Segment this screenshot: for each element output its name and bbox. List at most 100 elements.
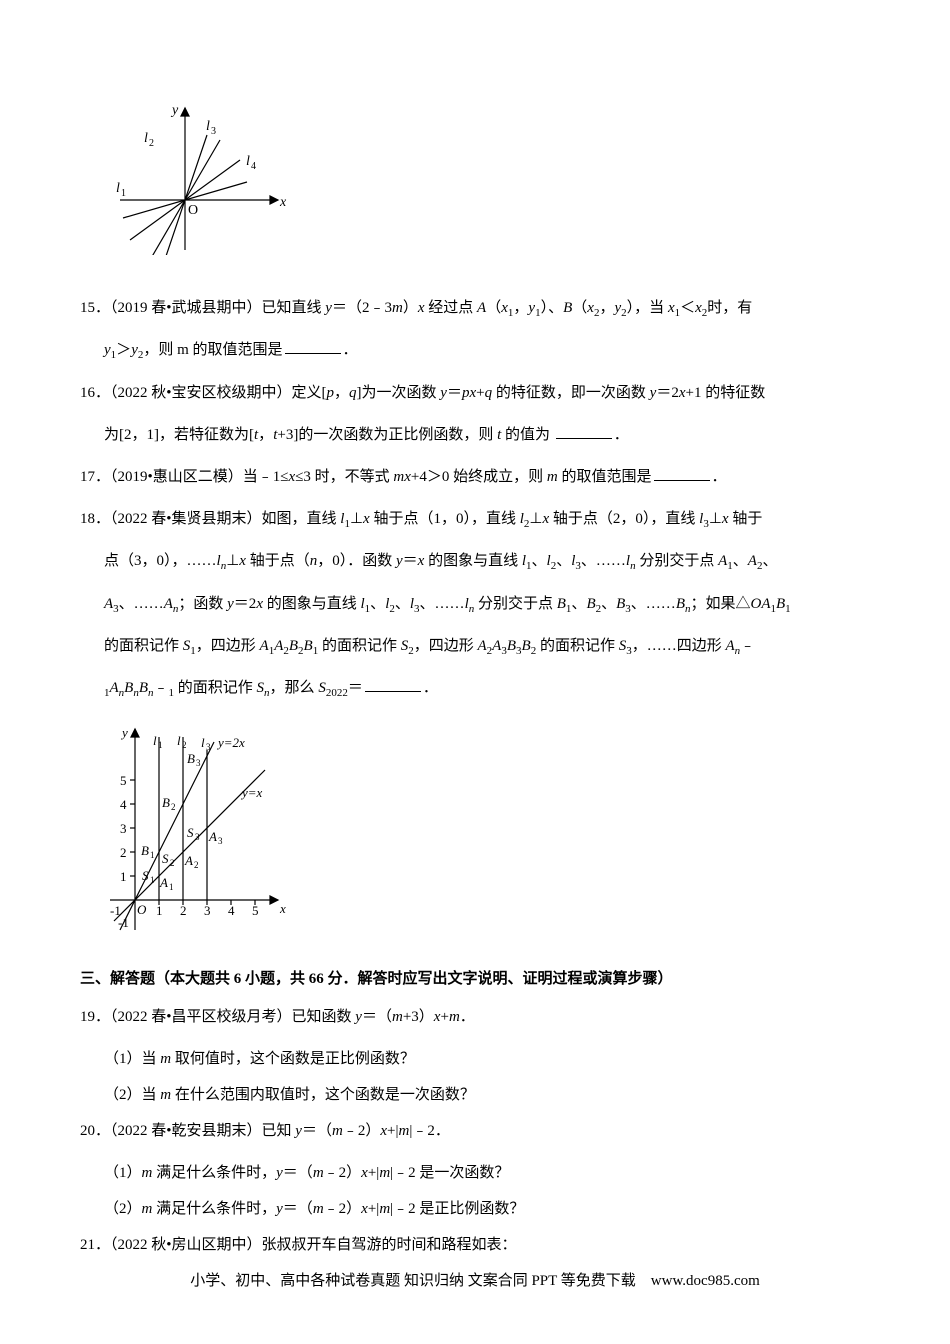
svg-text:A: A — [208, 829, 217, 844]
question-17: 17．（2019•惠山区二模）当﹣1≤x≤3 时，不等式 mx+4＞0 始终成立… — [80, 459, 870, 495]
svg-text:B: B — [187, 751, 195, 766]
svg-text:3: 3 — [206, 742, 211, 752]
blank-15 — [285, 340, 341, 354]
svg-text:1: 1 — [121, 188, 126, 199]
q15-src: （2019 春•武城县期中） — [110, 300, 262, 316]
svg-text:S: S — [142, 868, 149, 883]
svg-text:y: y — [170, 103, 179, 118]
question-19: 19．（2022 春•昌平区校级月考）已知函数 y＝（m+3）x+m． — [80, 999, 870, 1035]
svg-text:3: 3 — [195, 832, 200, 842]
svg-text:O: O — [188, 203, 198, 218]
svg-text:y=x: y=x — [240, 785, 263, 800]
q19-num: 19． — [80, 1009, 110, 1025]
question-18: 18．（2022 春•集贤县期末）如图，直线 l1⊥x 轴于点（1，0），直线 … — [80, 501, 870, 537]
q17-src: （2019•惠山区二模） — [110, 469, 243, 485]
figure-q18: 1 2 3 4 5 1 2 3 4 5 -1 -1 x y O l1 l2 l3… — [90, 715, 870, 950]
q15-b2: 经过点 — [425, 300, 478, 316]
svg-text:l: l — [206, 119, 210, 134]
q20-p1: （1）m 满足什么条件时，y＝（m﹣2）x+|m|﹣2 是一次函数？ — [80, 1155, 870, 1191]
q16-period: ． — [614, 427, 629, 443]
q17-num: 17． — [80, 469, 110, 485]
q16-num: 16． — [80, 385, 110, 401]
svg-text:x: x — [279, 901, 286, 916]
svg-text:y: y — [120, 725, 128, 740]
svg-text:4: 4 — [251, 161, 256, 172]
svg-text:B: B — [141, 843, 149, 858]
blank-18 — [365, 678, 421, 692]
svg-text:4: 4 — [120, 797, 127, 812]
coordinate-chart: 1 2 3 4 5 1 2 3 4 5 -1 -1 x y O l1 l2 l3… — [90, 715, 290, 945]
q15-b4: ，当 — [634, 300, 668, 316]
question-21: 21．（2022 秋•房山区期中）张叔叔开车自驾游的时间和路程如表： — [80, 1227, 870, 1263]
q18-src: （2022 春•集贤县期末） — [110, 511, 262, 527]
q18-period: ． — [423, 680, 438, 696]
q21-num: 21． — [80, 1237, 110, 1253]
q18-num: 18． — [80, 511, 110, 527]
q15-b1: 已知直线 — [262, 300, 326, 316]
svg-text:B: B — [162, 795, 170, 810]
svg-text:1: 1 — [156, 903, 163, 918]
svg-text:3: 3 — [204, 903, 211, 918]
section-3-title: 三、解答题（本大题共 6 小题，共 66 分．解答时应写出文字说明、证明过程或演… — [80, 966, 870, 993]
q19-p1: （1）当 m 取何值时，这个函数是正比例函数？ — [80, 1041, 870, 1077]
svg-text:1: 1 — [150, 875, 155, 885]
svg-text:2: 2 — [180, 903, 187, 918]
svg-text:l: l — [201, 735, 205, 750]
question-15-line2: y1＞y2，则 m 的取值范围是． — [80, 332, 870, 368]
svg-text:x: x — [279, 195, 287, 210]
q19-p2: （2）当 m 在什么范围内取值时，这个函数是一次函数？ — [80, 1077, 870, 1113]
svg-text:5: 5 — [252, 903, 259, 918]
svg-text:3: 3 — [120, 821, 127, 836]
q20-num: 20． — [80, 1123, 110, 1139]
svg-text:3: 3 — [196, 758, 201, 768]
q15-period: ． — [343, 342, 358, 358]
blank-16 — [556, 425, 612, 439]
svg-text:l: l — [177, 733, 181, 748]
svg-text:S: S — [162, 851, 169, 866]
q20-src: （2022 春•乾安县期末） — [110, 1123, 262, 1139]
svg-text:O: O — [137, 902, 147, 917]
q15-num: 15． — [80, 300, 110, 316]
question-18-l4: 的面积记作 S1，四边形 A1A2B2B1 的面积记作 S2，四边形 A2A3B… — [80, 628, 870, 664]
svg-text:y=2x: y=2x — [216, 735, 245, 750]
question-15: 15．（2019 春•武城县期中）已知直线 y＝（2﹣3m）x 经过点 A（x1… — [80, 290, 870, 326]
svg-text:5: 5 — [120, 773, 127, 788]
q15-b5: 时，有 — [707, 300, 752, 316]
svg-text:A: A — [184, 853, 193, 868]
q21-body: 张叔叔开车自驾游的时间和路程如表： — [262, 1237, 517, 1253]
svg-text:3: 3 — [211, 126, 216, 137]
svg-text:A: A — [159, 875, 168, 890]
question-16: 16．（2022 秋•宝安区校级期中）定义[p，q]为一次函数 y＝px+q 的… — [80, 375, 870, 411]
q19-src: （2022 春•昌平区校级月考） — [110, 1009, 292, 1025]
q15-b3: 、 — [548, 300, 563, 316]
svg-text:l: l — [246, 154, 250, 169]
svg-text:4: 4 — [228, 903, 235, 918]
svg-text:l: l — [116, 181, 120, 196]
page-footer: 小学、初中、高中各种试卷真题 知识归纳 文案合同 PPT 等免费下载 www.d… — [0, 1269, 950, 1290]
blank-17 — [654, 467, 710, 481]
svg-text:2: 2 — [182, 740, 187, 750]
q15-l2b: ，则 m 的取值范围是 — [143, 342, 282, 358]
figure-q14: x y O l1 l2 l3 l4 — [110, 100, 870, 260]
svg-text:l: l — [144, 131, 148, 146]
svg-text:1: 1 — [150, 850, 155, 860]
question-18-l5: 1AnBnBn﹣1 的面积记作 Sn，那么 S2022＝． — [80, 670, 870, 706]
q15-eq1: y — [325, 300, 332, 316]
svg-text:2: 2 — [170, 858, 175, 868]
q16-src: （2022 秋•宝安区校级期中） — [110, 385, 292, 401]
q17-period: ． — [712, 469, 727, 485]
question-18-l2: 点（3，0），……ln⊥x 轴于点（n，0）．函数 y＝x 的图象与直线 l1、… — [80, 543, 870, 579]
question-20: 20．（2022 春•乾安县期末）已知 y＝（m﹣2）x+|m|﹣2． — [80, 1113, 870, 1149]
question-18-l3: A3、……An；函数 y＝2x 的图象与直线 l1、l2、l3、……ln 分别交… — [80, 586, 870, 622]
svg-text:2: 2 — [194, 860, 199, 870]
svg-text:2: 2 — [120, 845, 127, 860]
svg-text:3: 3 — [218, 836, 223, 846]
lines-through-origin-diagram: x y O l1 l2 l3 l4 — [110, 100, 290, 255]
q21-src: （2022 秋•房山区期中） — [110, 1237, 262, 1253]
svg-text:1: 1 — [169, 882, 174, 892]
svg-text:l: l — [153, 733, 157, 748]
q20-p2: （2）m 满足什么条件时，y＝（m﹣2）x+|m|﹣2 是正比例函数？ — [80, 1191, 870, 1227]
svg-text:S: S — [187, 825, 194, 840]
svg-text:-1: -1 — [118, 915, 129, 930]
question-16-line2: 为[2，1]，若特征数为[t，t+3]的一次函数为正比例函数，则 t 的值为 ． — [80, 417, 870, 453]
